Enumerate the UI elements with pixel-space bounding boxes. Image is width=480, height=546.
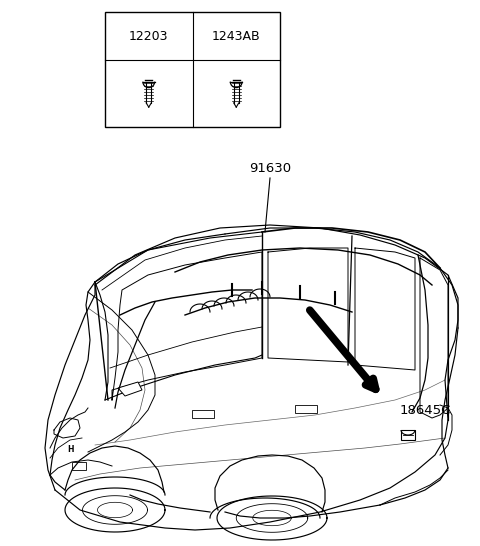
Bar [192, 410, 214, 418]
Bar [72, 462, 86, 470]
Text: 91630: 91630 [249, 162, 291, 175]
Text: 1243AB: 1243AB [212, 29, 261, 43]
Polygon shape [118, 382, 142, 396]
Text: H: H [67, 446, 73, 454]
Bar [105, 12, 280, 127]
Text: 18645C: 18645C [400, 403, 451, 417]
Text: 12203: 12203 [129, 29, 168, 43]
Bar [295, 405, 317, 413]
Bar [401, 430, 415, 440]
